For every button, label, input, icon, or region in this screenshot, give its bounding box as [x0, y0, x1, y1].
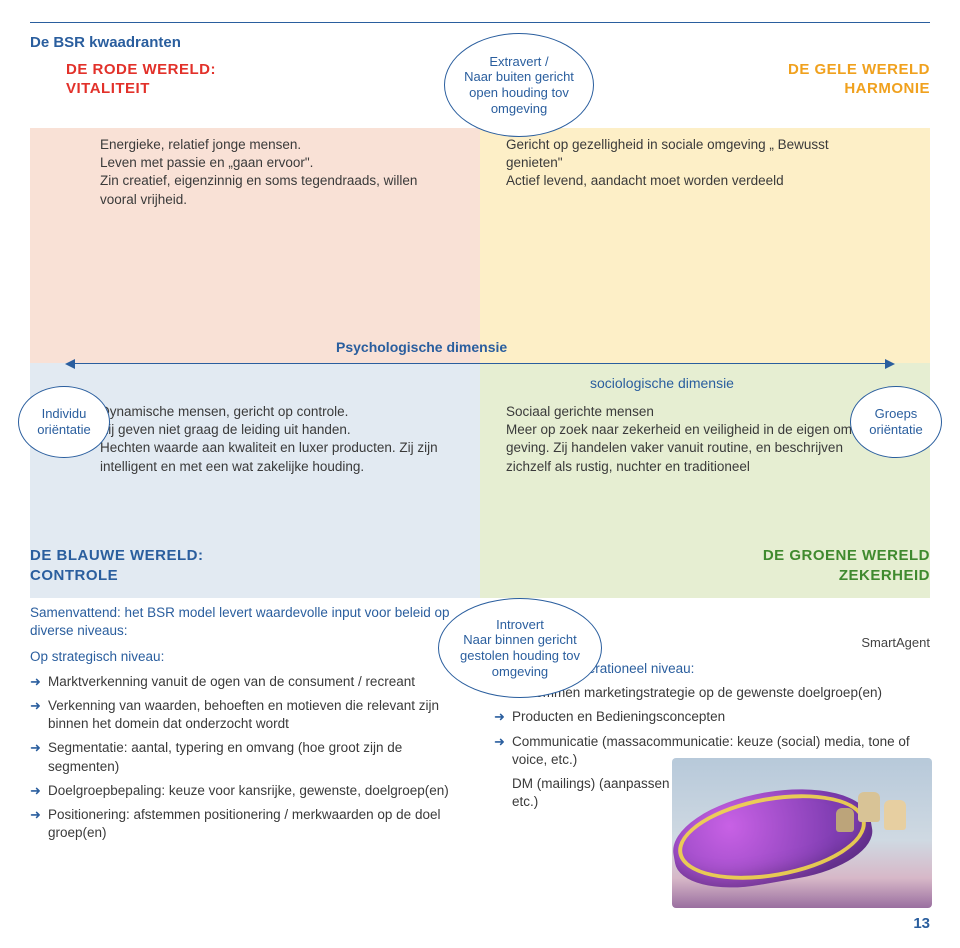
quadrant-label-blue-2: CONTROLE — [30, 567, 118, 584]
summary-strategisch-list: Marktverkenning vanuit de ogen van de co… — [30, 673, 466, 843]
quadrant-label-yellow-2: HARMONIE — [844, 80, 930, 97]
quadrant-label-blue-1: DE BLAUWE WERELD: — [30, 547, 204, 564]
quadrant-label-green-2: ZEKERHEID — [839, 567, 930, 584]
summary-tactisch-list: Afstemmen marketingstrategie op de gewen… — [494, 684, 930, 769]
axis-label-psych: Psychologische dimensie — [336, 338, 507, 357]
axis-oval-groeps-text: Groeps oriëntatie — [869, 406, 922, 437]
axis-horizontal — [74, 363, 886, 364]
quadrant-red: Energieke, relatief jonge mensen. Leven … — [30, 128, 480, 363]
list-item: Marktverkenning vanuit de ogen van de co… — [30, 673, 466, 691]
decorative-photo — [672, 758, 932, 908]
list-item: Doelgroepbepaling: keuze voor kansrijke,… — [30, 782, 466, 800]
list-item: Verkenning van waarden, behoeften en mot… — [30, 697, 466, 733]
summary-left-col: Samenvattend: het BSR model levert waard… — [30, 604, 466, 848]
axis-oval-extravert-text: Extravert / Naar buiten gericht open hou… — [464, 54, 574, 116]
summary-strategisch-label: Op strategisch niveau: — [30, 648, 466, 666]
quadrant-red-desc: Energieke, relatief jonge mensen. Leven … — [100, 136, 454, 209]
quadrant-label-green-1: DE GROENE WERELD — [763, 547, 930, 564]
source-label: SmartAgent — [861, 634, 930, 652]
list-item: Positionering: afstemmen positionering /… — [30, 806, 466, 842]
quadrant-label-red: DE RODE WERELD: VITALITEIT — [66, 61, 216, 99]
quadrant-label-blue: DE BLAUWE WERELD: CONTROLE — [30, 546, 204, 587]
quadrant-label-green: DE GROENE WERELD ZEKERHEID — [763, 546, 930, 587]
page-number: 13 — [913, 914, 930, 934]
axis-oval-introvert-text: Introvert Naar binnen gericht gestolen h… — [460, 617, 580, 679]
axis-oval-extravert: Extravert / Naar buiten gericht open hou… — [444, 33, 594, 137]
axis-oval-individu-text: Individu oriëntatie — [37, 406, 90, 437]
quadrant-label-yellow: DE GELE WERELD HARMONIE — [788, 61, 930, 99]
list-item: Producten en Bedieningsconcepten — [494, 708, 930, 726]
summary-intro: Samenvattend: het BSR model levert waard… — [30, 604, 466, 640]
axis-oval-introvert: Introvert Naar binnen gericht gestolen h… — [438, 598, 602, 698]
quadrant-label-red-1: DE RODE WERELD: — [66, 61, 216, 78]
quadrant-green-desc: Sociaal gerichte mensen Meer op zoek naa… — [506, 403, 880, 476]
quadrant-yellow-desc: Gericht op gezelligheid in sociale omgev… — [506, 136, 880, 191]
axis-label-socio: sociologische dimensie — [590, 374, 734, 393]
top-rule — [30, 22, 930, 23]
list-item: Segmentatie: aantal, typering en omvang … — [30, 739, 466, 775]
quadrant-blue-desc: Dynamische mensen, gericht op controle. … — [100, 403, 454, 476]
quadrant-label-red-2: VITALITEIT — [66, 80, 150, 97]
quadrant-diagram: Energieke, relatief jonge mensen. Leven … — [30, 128, 930, 598]
quadrant-label-yellow-1: DE GELE WERELD — [788, 61, 930, 78]
axis-oval-groeps: Groeps oriëntatie — [850, 386, 942, 458]
quadrant-yellow: Gericht op gezelligheid in sociale omgev… — [480, 128, 930, 363]
axis-oval-individu: Individu oriëntatie — [18, 386, 110, 458]
